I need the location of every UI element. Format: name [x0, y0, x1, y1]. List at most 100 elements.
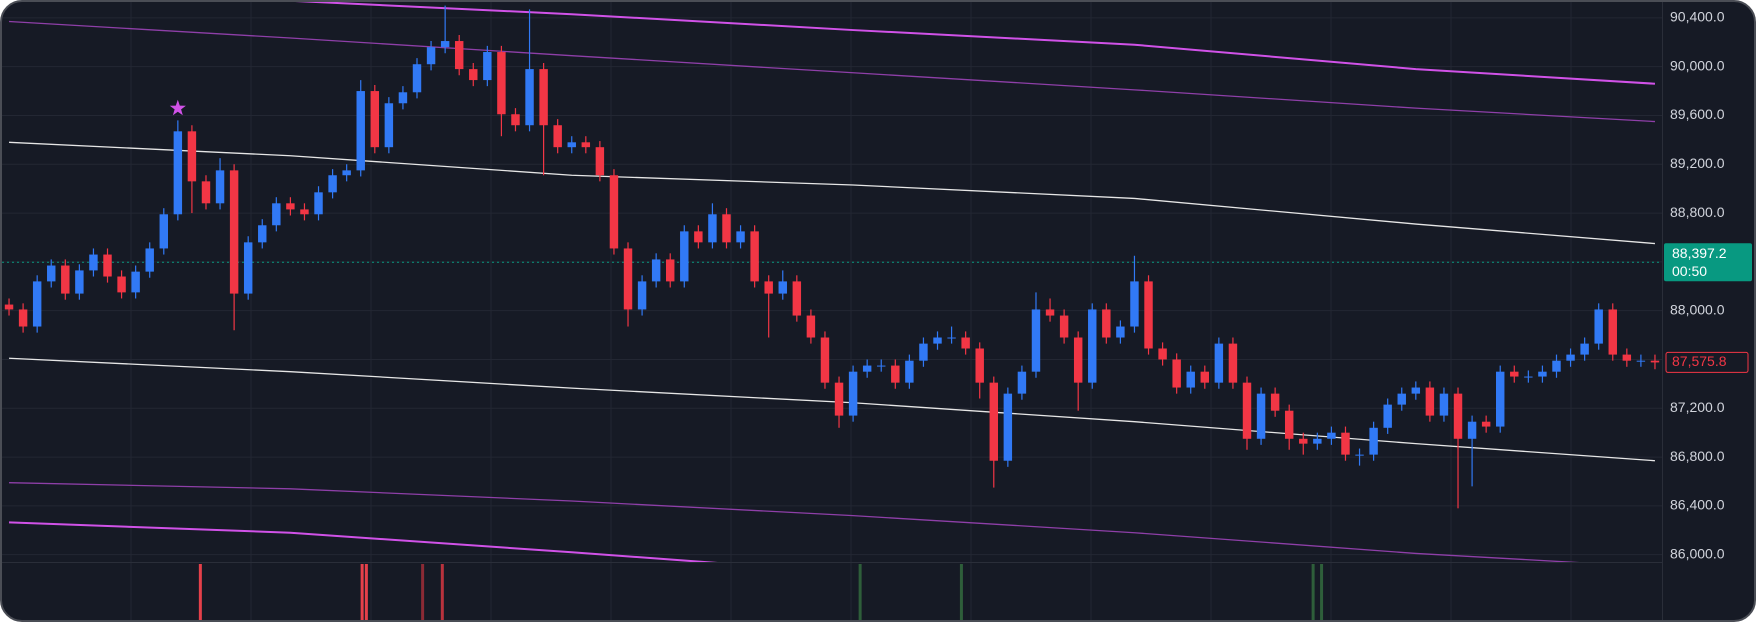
candle-body: [666, 259, 675, 282]
candle-body: [1116, 326, 1125, 338]
band-line: [9, 141, 1656, 245]
candle-body: [595, 147, 605, 176]
candle-body: [314, 192, 323, 215]
candle-body: [848, 371, 858, 416]
candle-body: [680, 231, 689, 282]
candle-body: [820, 337, 830, 383]
candle-body: [1636, 360, 1646, 362]
candle-body: [525, 69, 534, 126]
band-line: [8, 521, 718, 562]
candle-body: [989, 382, 998, 461]
band-line: [9, 482, 1580, 562]
band-line: [294, 2, 1656, 85]
candle-body: [342, 170, 351, 176]
candle-body: [1102, 309, 1111, 338]
candle-body: [511, 114, 520, 126]
candle-body: [117, 276, 126, 293]
candle-body: [258, 225, 267, 243]
candle-body: [454, 41, 464, 70]
candle-body: [61, 265, 70, 294]
candle-body: [905, 360, 914, 383]
candle-body: [1566, 354, 1575, 361]
signal-bar: [440, 564, 444, 620]
candle-body: [834, 382, 844, 416]
candle-body: [1383, 404, 1392, 428]
candle-body: [1594, 309, 1603, 344]
candle-body: [792, 281, 802, 316]
candle-body: [539, 69, 548, 126]
candle-body: [89, 254, 98, 271]
candle-body: [159, 214, 168, 249]
candle-body: [961, 337, 970, 349]
candle-body: [651, 259, 661, 282]
candle-body: [370, 91, 380, 148]
candle-body: [1214, 343, 1224, 383]
signal-bar: [198, 564, 202, 620]
candle-body: [201, 181, 211, 204]
candle-body: [187, 131, 197, 182]
candle-body: [623, 248, 633, 310]
candle-body: [567, 142, 576, 148]
candle-body: [778, 281, 787, 294]
band-line: [9, 357, 1656, 462]
candle-body: [1256, 393, 1266, 439]
candle-body: [356, 91, 365, 171]
candle-body: [933, 337, 942, 344]
candle-body: [722, 214, 731, 243]
candle-body: [694, 231, 703, 243]
candle-body: [1510, 371, 1519, 377]
candle-body: [1313, 438, 1322, 444]
candle-body: [708, 214, 717, 243]
candle-body: [1524, 376, 1533, 378]
price-axis: 86,000.086,400.086,800.087,200.087,600.0…: [1664, 9, 1752, 561]
candle-body: [243, 242, 253, 294]
candle-body: [103, 254, 112, 277]
candle-body: [229, 170, 239, 294]
candle-body: [1580, 343, 1589, 355]
candle-body: [398, 92, 408, 104]
candle-body: [1284, 410, 1294, 439]
candle-body: [1327, 432, 1336, 439]
signal-bar: [360, 564, 364, 620]
candle-body: [173, 131, 183, 215]
candle-body: [581, 142, 591, 148]
candle-body: [877, 365, 886, 367]
candle-body: [426, 47, 436, 65]
candle-body: [286, 203, 295, 210]
candle-body: [1650, 360, 1660, 363]
candle-body: [891, 365, 900, 383]
marker-star: [169, 99, 186, 116]
candle-body: [947, 337, 956, 339]
candle-body: [145, 248, 154, 272]
candle-body: [1073, 337, 1083, 383]
signal-bar: [421, 564, 425, 620]
signal-bar: [364, 564, 368, 620]
candle-body: [1496, 371, 1505, 427]
candle-body: [272, 203, 281, 226]
candle-body: [1341, 432, 1350, 455]
candle-body: [1538, 371, 1547, 377]
candle-body: [4, 304, 14, 310]
y-tick-label: 86,800.0: [1670, 448, 1725, 464]
candle-body: [919, 343, 928, 361]
candle-body: [412, 64, 422, 93]
y-tick-label: 86,400.0: [1670, 497, 1725, 513]
candle-body: [1369, 427, 1378, 455]
signal-bar: [959, 564, 963, 620]
indicator-pane: [198, 564, 1324, 620]
last-price-box: [1665, 351, 1749, 373]
y-tick-label: 88,000.0: [1670, 301, 1725, 317]
y-tick-label: 89,200.0: [1670, 155, 1725, 171]
candle-body: [75, 270, 84, 294]
candle-body: [1411, 387, 1421, 394]
candle-body: [1299, 438, 1308, 444]
candle-body: [764, 281, 773, 294]
candle-body: [1059, 315, 1069, 338]
y-tick-label: 87,200.0: [1670, 399, 1725, 415]
candle-body: [862, 365, 872, 372]
candle-body: [18, 309, 28, 327]
candle-body: [1355, 454, 1364, 456]
candle-body: [328, 175, 337, 193]
